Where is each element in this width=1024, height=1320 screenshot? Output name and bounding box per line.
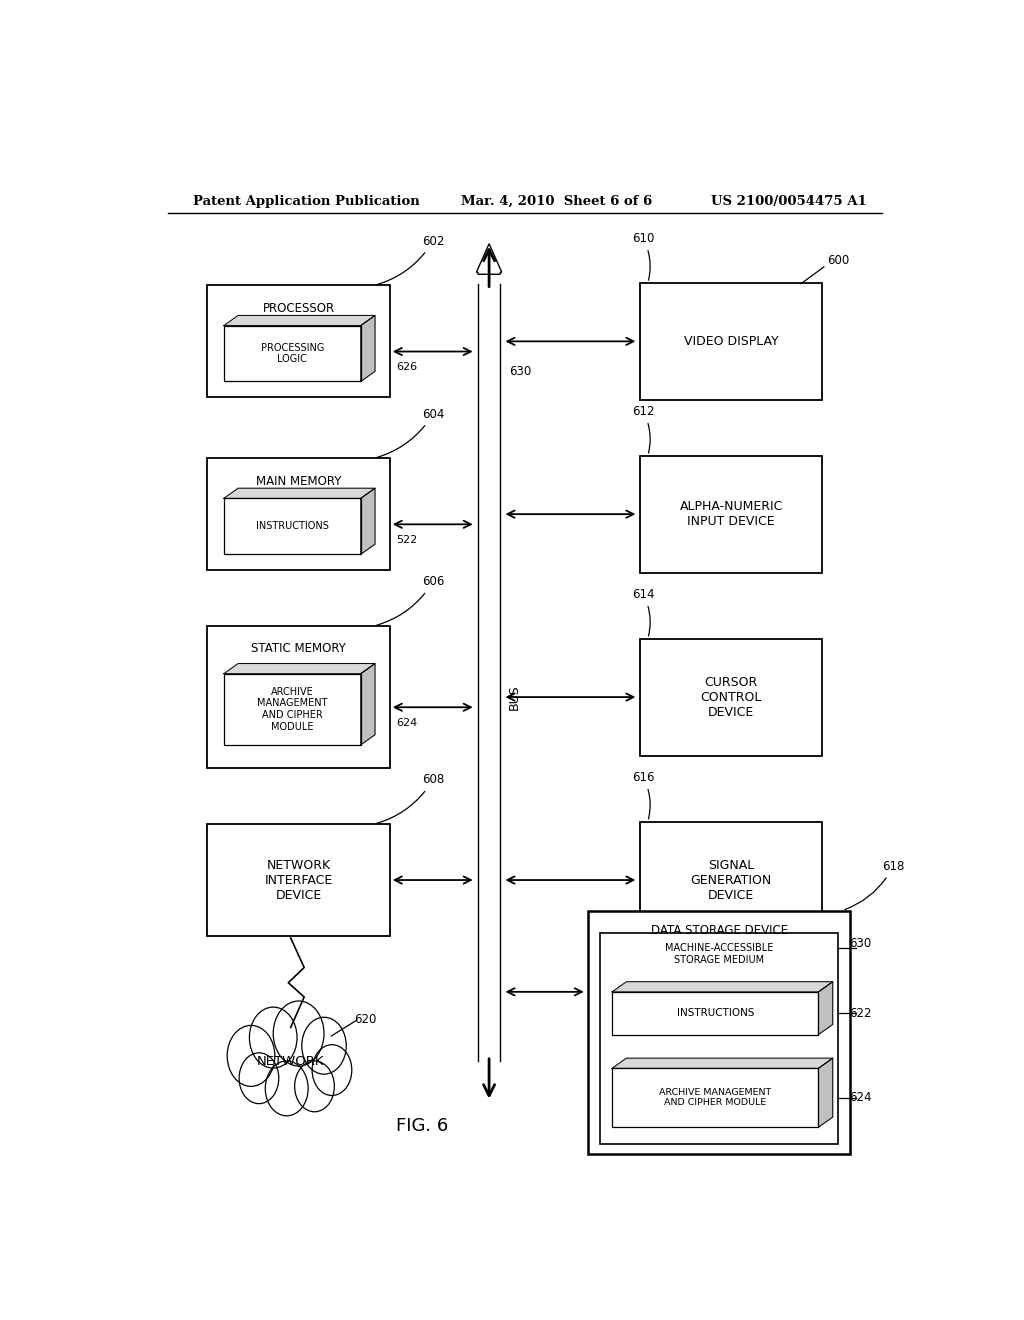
Text: 618: 618 — [845, 859, 904, 909]
Text: 622: 622 — [849, 1007, 871, 1020]
Text: NETWORK
INTERFACE
DEVICE: NETWORK INTERFACE DEVICE — [264, 858, 333, 902]
FancyBboxPatch shape — [640, 455, 822, 573]
Circle shape — [295, 1061, 334, 1111]
Circle shape — [239, 1053, 279, 1104]
FancyBboxPatch shape — [600, 933, 839, 1144]
Text: 522: 522 — [396, 535, 418, 545]
FancyBboxPatch shape — [640, 639, 822, 755]
Circle shape — [250, 1007, 297, 1068]
Polygon shape — [224, 315, 375, 326]
Text: SIGNAL
GENERATION
DEVICE: SIGNAL GENERATION DEVICE — [690, 858, 772, 902]
Text: ALPHA-NUMERIC
INPUT DEVICE: ALPHA-NUMERIC INPUT DEVICE — [680, 500, 782, 528]
FancyBboxPatch shape — [207, 626, 390, 768]
Polygon shape — [224, 664, 375, 673]
Circle shape — [273, 1001, 324, 1067]
Text: 602: 602 — [377, 235, 444, 285]
Text: 626: 626 — [396, 362, 418, 372]
Text: 604: 604 — [377, 408, 444, 458]
FancyBboxPatch shape — [640, 821, 822, 939]
FancyBboxPatch shape — [207, 824, 390, 936]
Polygon shape — [818, 982, 833, 1035]
Text: PROCESSING
LOGIC: PROCESSING LOGIC — [260, 343, 324, 364]
Text: INSTRUCTIONS: INSTRUCTIONS — [256, 521, 329, 532]
Text: NETWORK: NETWORK — [257, 1056, 325, 1068]
FancyBboxPatch shape — [224, 326, 360, 381]
Polygon shape — [224, 488, 375, 499]
Text: 612: 612 — [632, 405, 654, 453]
Circle shape — [302, 1018, 346, 1074]
Text: 610: 610 — [632, 232, 654, 280]
Circle shape — [265, 1061, 308, 1115]
Text: Mar. 4, 2010  Sheet 6 of 6: Mar. 4, 2010 Sheet 6 of 6 — [461, 194, 652, 207]
Text: STATIC MEMORY: STATIC MEMORY — [251, 643, 346, 655]
Text: FIG. 6: FIG. 6 — [395, 1117, 447, 1135]
Text: DATA STORAGE DEVICE: DATA STORAGE DEVICE — [650, 924, 787, 937]
Polygon shape — [612, 982, 833, 991]
FancyBboxPatch shape — [224, 673, 360, 744]
Text: Patent Application Publication: Patent Application Publication — [194, 194, 420, 207]
Text: CURSOR
CONTROL
DEVICE: CURSOR CONTROL DEVICE — [700, 676, 762, 718]
Text: 624: 624 — [849, 1092, 871, 1105]
Text: 630: 630 — [509, 366, 531, 379]
Polygon shape — [360, 488, 375, 554]
Text: 608: 608 — [377, 774, 443, 824]
Text: 616: 616 — [632, 771, 654, 818]
Text: MACHINE-ACCESSIBLE
STORAGE MEDIUM: MACHINE-ACCESSIBLE STORAGE MEDIUM — [665, 942, 773, 965]
Polygon shape — [360, 664, 375, 744]
Text: BUS: BUS — [508, 684, 521, 710]
Text: PROCESSOR: PROCESSOR — [262, 302, 335, 314]
Text: MAIN MEMORY: MAIN MEMORY — [256, 474, 341, 487]
Text: 614: 614 — [632, 587, 654, 636]
FancyBboxPatch shape — [224, 499, 360, 554]
Text: 624: 624 — [396, 718, 418, 727]
Text: INSTRUCTIONS: INSTRUCTIONS — [677, 1008, 754, 1018]
FancyBboxPatch shape — [207, 458, 390, 570]
FancyBboxPatch shape — [588, 911, 850, 1155]
FancyBboxPatch shape — [640, 282, 822, 400]
Text: 600: 600 — [827, 253, 849, 267]
Polygon shape — [360, 315, 375, 381]
Circle shape — [227, 1026, 274, 1086]
Text: 630: 630 — [849, 937, 871, 949]
Text: VIDEO DISPLAY: VIDEO DISPLAY — [684, 335, 778, 348]
FancyBboxPatch shape — [612, 991, 818, 1035]
Text: US 2100/0054475 A1: US 2100/0054475 A1 — [712, 194, 867, 207]
FancyBboxPatch shape — [207, 285, 390, 397]
Text: 606: 606 — [377, 576, 444, 626]
Polygon shape — [476, 244, 502, 275]
Polygon shape — [818, 1059, 833, 1127]
Circle shape — [312, 1044, 352, 1096]
Text: ARCHIVE
MANAGEMENT
AND CIPHER
MODULE: ARCHIVE MANAGEMENT AND CIPHER MODULE — [257, 686, 328, 731]
Text: 620: 620 — [354, 1012, 377, 1026]
Polygon shape — [612, 1059, 833, 1068]
Text: ARCHIVE MANAGEMENT
AND CIPHER MODULE: ARCHIVE MANAGEMENT AND CIPHER MODULE — [659, 1088, 771, 1107]
FancyBboxPatch shape — [612, 1068, 818, 1127]
